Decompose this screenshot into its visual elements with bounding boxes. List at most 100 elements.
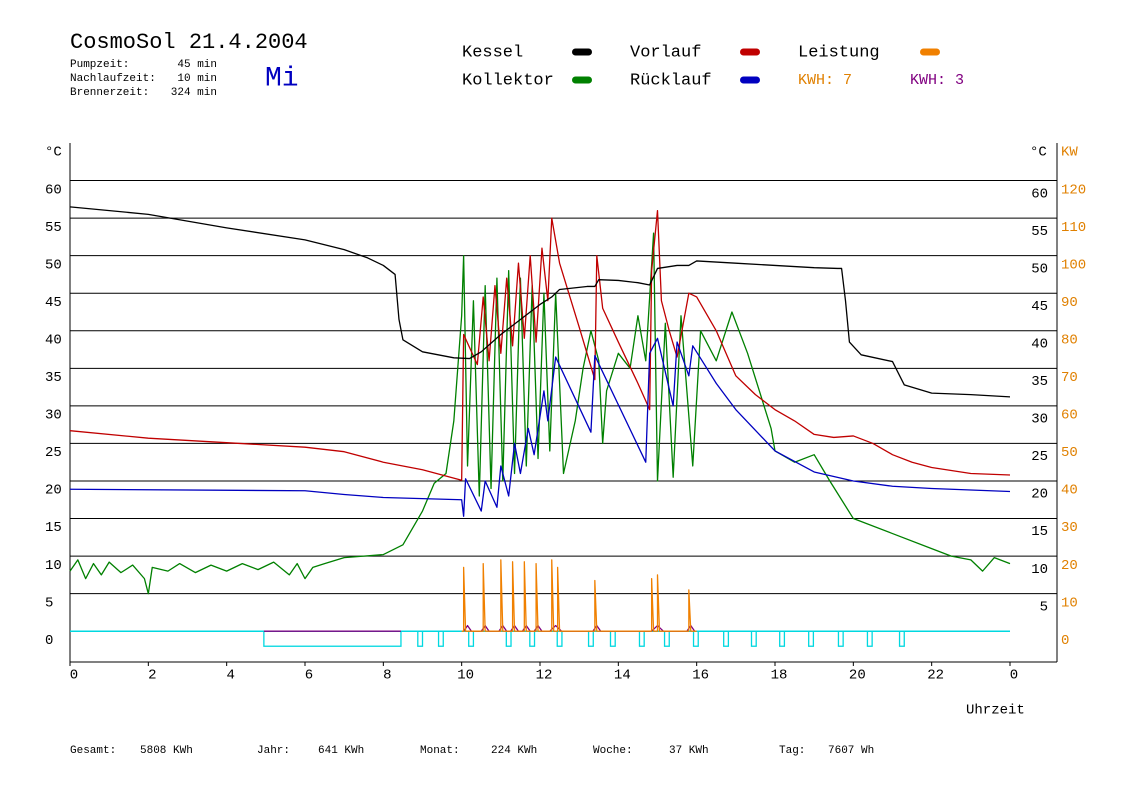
legend-label: Kessel (462, 43, 523, 62)
series-line (69, 206, 1011, 398)
series-line (69, 337, 1011, 517)
y2-tick-label: 110 (1061, 220, 1086, 236)
series-line (69, 232, 1011, 595)
y-tick-label: 25 (45, 445, 62, 461)
y-tick-label: 55 (45, 220, 62, 236)
y2-tick-label: 0 (1061, 633, 1069, 649)
y2-tick-label: 60 (1061, 408, 1078, 424)
footer-label: Gesamt: (70, 745, 116, 757)
footer-value: 641 KWh (318, 745, 364, 757)
y-tick-label: 50 (45, 257, 62, 273)
legend-label: Vorlauf (630, 43, 701, 62)
info-label: Brennerzeit: (70, 87, 149, 99)
y-tick-label: 20 (45, 483, 62, 499)
footer-label: Jahr: (257, 745, 290, 757)
x-axis-label: Uhrzeit (966, 703, 1025, 719)
pump-pulse (898, 630, 905, 647)
x-tick-label: 4 (226, 668, 234, 684)
annotation: KWH: 7 (798, 72, 852, 89)
y-tick-label: 15 (45, 520, 62, 536)
y-axis-label-right: °C (1030, 145, 1047, 161)
y-tick-label-right: 40 (1031, 336, 1048, 352)
y-tick-label-right: 25 (1031, 449, 1048, 465)
y-tick-label-right: 55 (1031, 224, 1048, 240)
legend-swatch (572, 48, 592, 56)
y2-tick-label: 30 (1061, 520, 1078, 536)
y2-tick-label: 90 (1061, 295, 1078, 311)
y-tick-label-right: 35 (1031, 374, 1048, 390)
y-tick-label-right: 50 (1031, 261, 1048, 277)
series-line (69, 209, 1011, 481)
y-tick-label-right: 15 (1031, 524, 1048, 540)
legend-label: Kollektor (462, 71, 554, 90)
y2-tick-label: 40 (1061, 483, 1078, 499)
footer-label: Monat: (420, 745, 460, 757)
legend-label: Rücklauf (630, 71, 712, 90)
x-tick-label: 2 (148, 668, 156, 684)
y-tick-label-right: 45 (1031, 299, 1048, 315)
y-tick-label-right: 20 (1031, 487, 1048, 503)
y2-tick-label: 80 (1061, 332, 1078, 348)
x-tick-label: 0 (1010, 668, 1018, 684)
y-tick-label: 60 (45, 182, 62, 198)
y-tick-label-right: 10 (1031, 562, 1048, 578)
y2-tick-label: 100 (1061, 257, 1086, 273)
x-tick-label: 20 (849, 668, 866, 684)
footer-value: 7607 Wh (828, 745, 874, 757)
y-tick-label-right: 5 (1040, 599, 1048, 615)
x-tick-label: 0 (70, 668, 78, 684)
y2-tick-label: 10 (1061, 595, 1078, 611)
footer-value: 37 KWh (669, 745, 709, 757)
pump-pulse (750, 630, 757, 647)
y-tick-label-right: 30 (1031, 412, 1048, 428)
info-value: 45 min (177, 59, 217, 71)
x-tick-label: 10 (457, 668, 474, 684)
x-tick-label: 6 (305, 668, 313, 684)
footer-value: 224 KWh (491, 745, 537, 757)
info-value: 10 min (177, 73, 217, 85)
pump-pulse (437, 630, 444, 647)
pump-pulse (808, 630, 815, 647)
series-line (461, 559, 697, 632)
x-tick-label: 22 (927, 668, 944, 684)
pump-pulse (779, 630, 786, 647)
x-tick-label: 18 (771, 668, 788, 684)
legend-swatch (740, 48, 760, 56)
legend-swatch (920, 48, 940, 56)
footer-label: Woche: (593, 745, 633, 757)
x-tick-label: 14 (614, 668, 631, 684)
y2-tick-label: 50 (1061, 445, 1078, 461)
y2-tick-label: 120 (1061, 182, 1086, 198)
y-tick-label: 5 (45, 595, 53, 611)
legend-swatch (572, 76, 592, 84)
y-tick-label: 10 (45, 558, 62, 574)
y-tick-label: 0 (45, 633, 53, 649)
pump-pulse (723, 630, 730, 647)
footer-value: 5808 KWh (140, 745, 193, 757)
x-tick-label: 8 (383, 668, 391, 684)
weekday: Mi (265, 63, 299, 94)
y-tick-label: 35 (45, 370, 62, 386)
info-label: Nachlaufzeit: (70, 73, 156, 85)
info-label: Pumpzeit: (70, 59, 129, 71)
y2-tick-label: 70 (1061, 370, 1078, 386)
footer-label: Tag: (779, 745, 805, 757)
legend-swatch (740, 76, 760, 84)
y2-axis-label: KW (1061, 145, 1078, 161)
legend-label: Leistung (798, 43, 880, 62)
x-tick-label: 16 (692, 668, 709, 684)
info-value: 324 min (171, 87, 217, 99)
chart-title: CosmoSol 21.4.2004 (70, 30, 308, 55)
y-tick-label-right: 60 (1031, 186, 1048, 202)
y-axis-label: °C (45, 145, 62, 161)
y2-tick-label: 20 (1061, 558, 1078, 574)
pump-pulse (417, 630, 424, 647)
y-tick-label: 45 (45, 295, 62, 311)
pump-pulse (866, 630, 873, 647)
y-tick-label: 40 (45, 332, 62, 348)
pump-pulse (837, 630, 844, 647)
x-tick-label: 12 (536, 668, 553, 684)
y-tick-label: 30 (45, 408, 62, 424)
